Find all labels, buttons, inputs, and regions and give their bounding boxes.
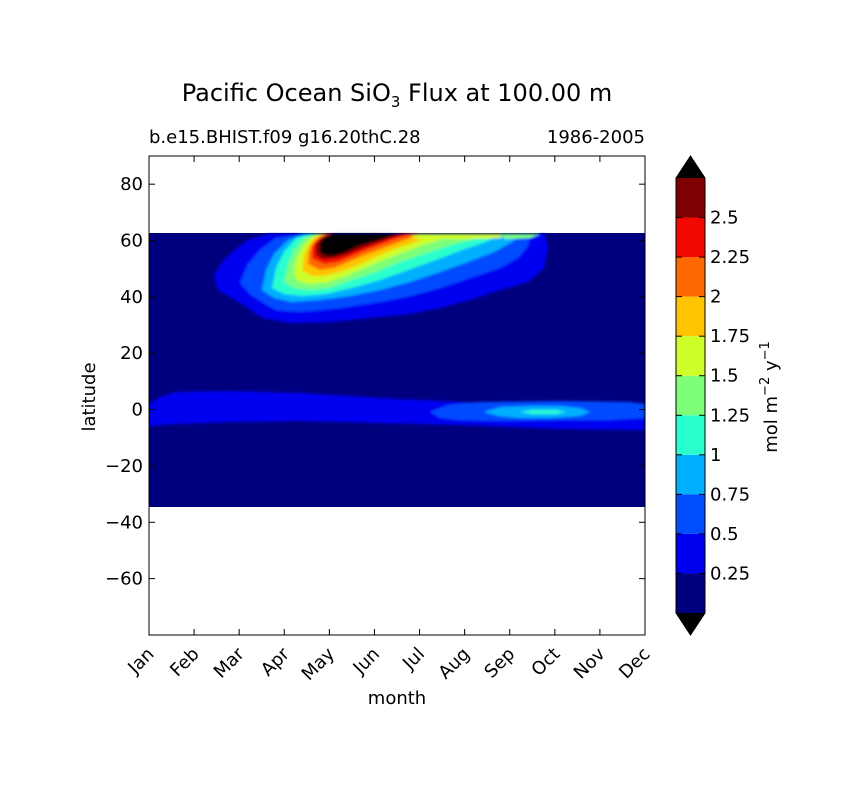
colorbar-extend-top <box>676 156 705 178</box>
colorbar-tick-label: 0.75 <box>710 484 750 505</box>
colorbar: 0.25 0.5 0.75 1 1.25 1.5 1.75 2 2.25 2.5 <box>675 155 750 636</box>
x-tick-label: Apr <box>257 643 294 680</box>
colorbar-segment <box>676 494 705 534</box>
colorbar-tick-label: 2 <box>710 287 721 308</box>
plot-frame <box>148 155 646 636</box>
contour-eq-l4 <box>520 410 566 414</box>
y-axis: 80 60 40 20 0 −20 −40 −60 <box>105 174 645 590</box>
colorbar-tick-label: 1.75 <box>710 326 750 347</box>
y-tick-label: 80 <box>120 174 143 195</box>
x-tick-label: May <box>298 643 339 684</box>
x-tick-label: Jun <box>349 644 384 679</box>
x-tick-label: Nov <box>570 643 610 683</box>
chart-title: Pacific Ocean SiO3 Flux at 100.00 m <box>182 79 613 111</box>
colorbar-extend-bottom <box>676 613 705 635</box>
x-axis-label: month <box>368 688 426 709</box>
colorbar-segment <box>676 573 705 613</box>
colorbar-segment <box>676 533 705 574</box>
x-tick-label: Dec <box>615 644 654 683</box>
colorbar-segment <box>676 257 705 297</box>
x-tick-label: Jan <box>123 644 158 679</box>
y-tick-label: −40 <box>105 512 143 533</box>
y-tick-label: 0 <box>132 400 143 421</box>
y-tick-label: 40 <box>120 287 143 308</box>
colorbar-tick-label: 0.5 <box>710 524 739 545</box>
x-tick-label: Feb <box>166 644 203 681</box>
colorbar-segment <box>676 296 705 337</box>
plot-area <box>148 155 646 636</box>
contour-field <box>149 233 645 507</box>
x-tick-label: Aug <box>434 644 474 684</box>
y-tick-label: 60 <box>120 231 143 252</box>
x-tick-label: Mar <box>210 643 249 682</box>
colorbar-tick-label: 0.25 <box>710 563 750 584</box>
colorbar-segment <box>676 336 705 376</box>
y-tick-label: −60 <box>105 569 143 590</box>
colorbar-segment <box>676 454 705 495</box>
subtitle-right: 1986-2005 <box>547 127 645 148</box>
y-tick-label: 20 <box>120 343 143 364</box>
contour-np-over <box>320 234 398 256</box>
colorbar-label: mol m−2 y−1 <box>758 341 782 453</box>
subtitle-left: b.e15.BHIST.f09 g16.20thC.28 <box>149 127 421 148</box>
x-tick-label: Sep <box>480 644 519 683</box>
colorbar-segment <box>676 375 705 416</box>
contour-trail <box>410 234 505 239</box>
colorbar-segment <box>676 217 705 258</box>
y-tick-label: −20 <box>105 456 143 477</box>
colorbar-tick-label: 1.25 <box>710 405 750 426</box>
colorbar-tick-label: 1.5 <box>710 366 739 387</box>
colorbar-tick-label: 2.25 <box>710 247 750 268</box>
x-tick-label: Jul <box>398 644 429 675</box>
colorbar-segment <box>676 415 705 455</box>
colorbar-outline <box>675 155 706 636</box>
x-tick-label: Oct <box>527 644 564 681</box>
colorbar-tick-label: 2.5 <box>710 208 739 229</box>
contour-trail-2 <box>500 234 540 239</box>
y-axis-label: latitude <box>79 362 100 431</box>
colorbar-tick-label: 1 <box>710 445 721 466</box>
colorbar-segment <box>676 178 705 218</box>
